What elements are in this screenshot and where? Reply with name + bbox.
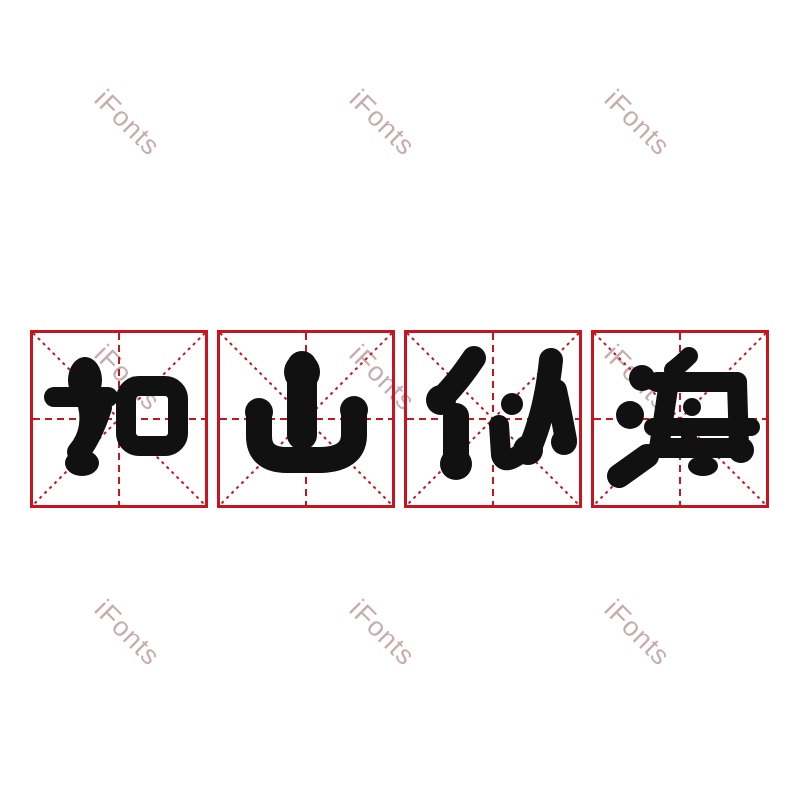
grid-cell-1: 如 bbox=[30, 330, 208, 508]
character-hai-glyph bbox=[607, 347, 760, 488]
grid-cell-4: 海 bbox=[591, 330, 769, 508]
character-shan-cell-svg bbox=[217, 330, 395, 508]
character-hai-cell-svg bbox=[591, 330, 769, 508]
character-si-cell-svg bbox=[404, 330, 582, 508]
character-shan-glyph bbox=[245, 351, 368, 473]
grid-cell-3: 似 bbox=[404, 330, 582, 508]
character-ru-cell-svg bbox=[30, 330, 208, 508]
character-ru-glyph bbox=[44, 357, 188, 476]
character-si-glyph bbox=[426, 346, 577, 480]
grid-cell-2: 山 bbox=[217, 330, 395, 508]
